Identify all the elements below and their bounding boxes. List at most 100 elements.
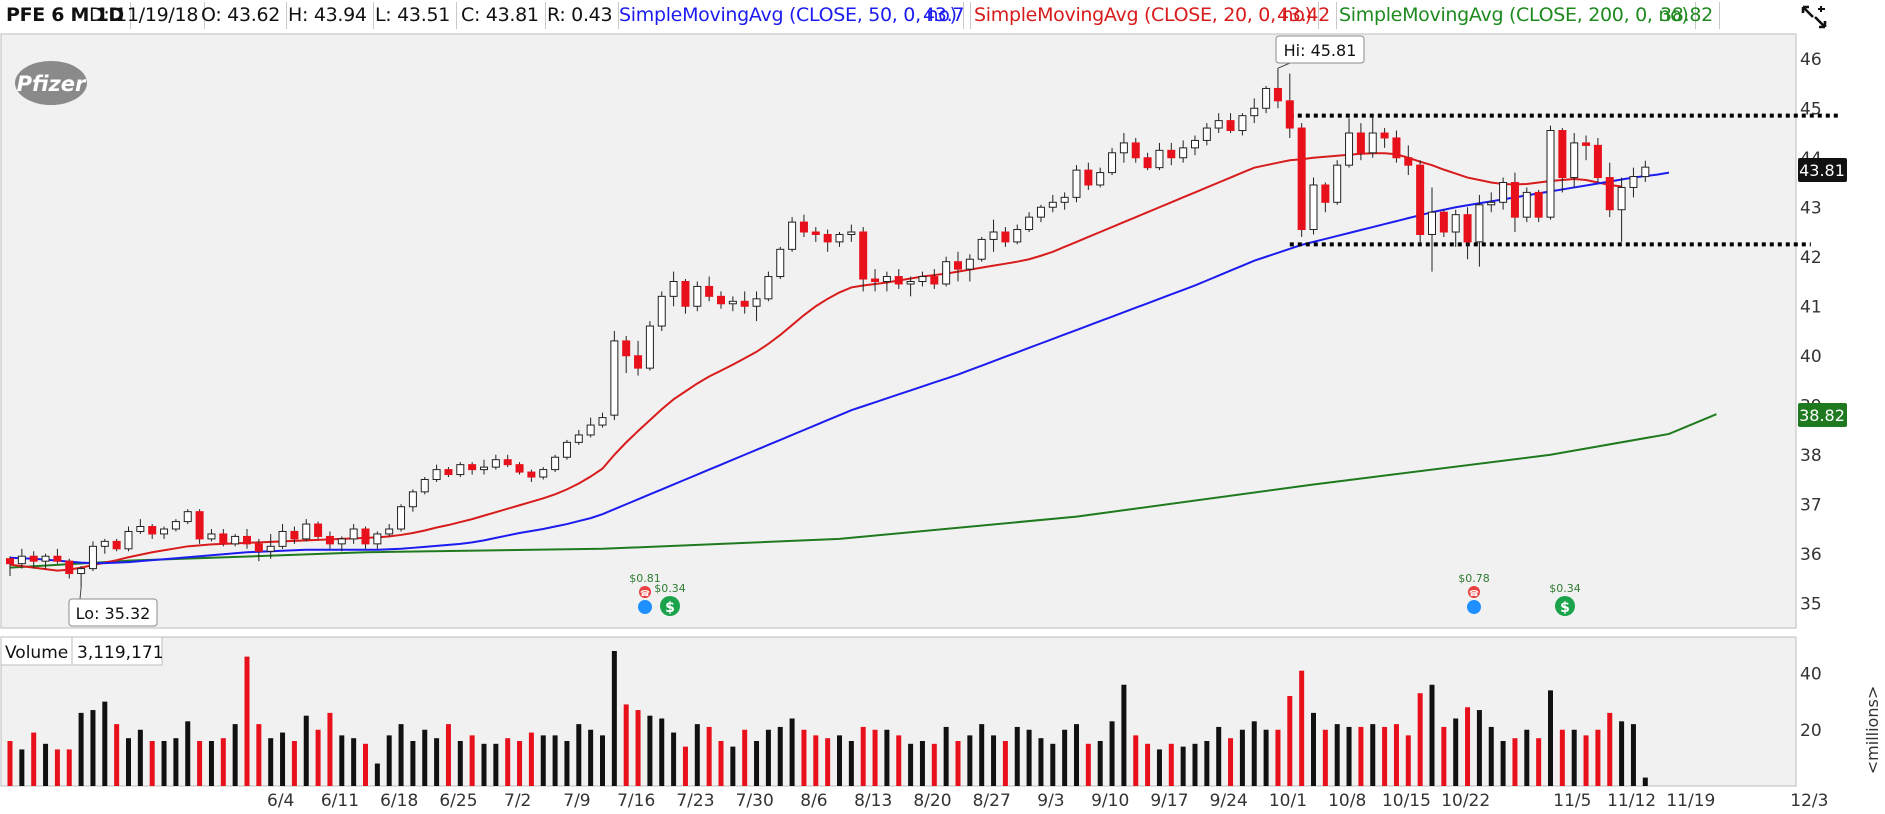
collapse-arrows-icon[interactable] — [1799, 3, 1829, 31]
candle-body — [266, 545, 275, 552]
volume-bar — [1322, 729, 1328, 786]
sma20-study-label[interactable]: SimpleMovingAvg (CLOSE, 20, 0, no) — [968, 2, 1319, 29]
volume-bar — [434, 738, 440, 786]
candle-body — [1392, 137, 1401, 159]
volume-bar — [1405, 735, 1411, 786]
date-tick-label: 8/6 — [800, 791, 827, 811]
candle-body — [444, 469, 453, 476]
volume-bar — [1062, 729, 1068, 786]
pfizer-logo: Pfizer — [15, 61, 87, 105]
candle-body — [29, 555, 38, 562]
volume-bar — [1441, 726, 1447, 786]
volume-bar — [1536, 738, 1542, 786]
candle-body — [1428, 211, 1436, 235]
volume-bar — [1559, 729, 1565, 786]
candle-body — [788, 221, 797, 250]
candle-body — [551, 456, 560, 471]
candle-body — [1404, 157, 1413, 166]
candle-body — [183, 511, 192, 523]
volume-bar — [315, 729, 321, 786]
sma50-study-label[interactable]: SimpleMovingAvg (CLOSE, 50, 0, no) — [613, 2, 964, 29]
price-tick-label: 38 — [1800, 446, 1822, 466]
info-bulb-icon — [1467, 600, 1481, 614]
candle-body — [1025, 216, 1034, 231]
volume-bar — [517, 741, 523, 786]
volume-bar — [1228, 738, 1234, 786]
volume-bar — [280, 732, 286, 786]
volume-bar — [1251, 721, 1257, 786]
candle-body — [1131, 142, 1140, 159]
volume-bar — [1085, 743, 1091, 786]
volume-bar — [860, 726, 866, 786]
volume-bar — [457, 741, 463, 786]
candle-body — [835, 233, 844, 243]
volume-bar — [256, 724, 262, 786]
volume-bar — [955, 741, 961, 786]
volume-bar — [623, 704, 629, 786]
volume-bar — [1334, 724, 1340, 786]
volume-bar — [1204, 741, 1210, 786]
candle-body — [1238, 115, 1247, 132]
earnings-glyph: ☎ — [640, 589, 650, 598]
candle-body — [1119, 142, 1128, 154]
candle-body — [871, 278, 880, 282]
volume-bar — [1583, 735, 1589, 786]
date-tick-label: 6/25 — [439, 791, 477, 811]
dividend-value-label: $0.78 — [1458, 572, 1490, 585]
volume-bar — [1156, 749, 1162, 786]
candle-body — [1309, 184, 1318, 231]
candle-body — [610, 340, 619, 416]
candle-body — [954, 261, 962, 270]
candle-body — [515, 464, 524, 473]
volume-bar — [742, 729, 748, 786]
volume-bar — [78, 712, 84, 786]
candle-body — [77, 568, 86, 575]
volume-bar — [600, 735, 605, 786]
volume-bar — [1121, 684, 1127, 786]
volume-bar — [528, 732, 534, 786]
candle-body — [1333, 164, 1342, 203]
volume-bar — [540, 735, 546, 786]
date-tick-label: 9/24 — [1210, 791, 1248, 811]
sma200-study-label[interactable]: SimpleMovingAvg (CLOSE, 200, 0, no) — [1333, 2, 1696, 29]
high-label: H: 43.94 — [282, 2, 374, 29]
volume-bar — [1002, 741, 1008, 786]
price-panel[interactable] — [0, 33, 1797, 629]
candle-body — [598, 417, 607, 426]
dividend-value-label: $0.81 — [629, 572, 661, 585]
date-tick-label: 11/5 — [1553, 791, 1591, 811]
volume-bar — [765, 729, 771, 786]
volume-bar — [991, 735, 997, 786]
candle-body — [776, 248, 785, 278]
candle-body — [574, 434, 583, 443]
candle-body — [942, 261, 951, 285]
earnings-icon — [1468, 586, 1480, 598]
candle-body — [302, 523, 311, 540]
volume-bar — [351, 738, 357, 786]
volume-units-label: <millions> — [1863, 686, 1882, 774]
volume-bar — [837, 735, 842, 786]
volume-title: Volume — [5, 643, 68, 663]
candle-body — [397, 506, 406, 530]
svg-text:43.81: 43.81 — [1799, 161, 1845, 180]
date-tick-label: 6/18 — [380, 791, 418, 811]
volume-bar — [659, 718, 665, 786]
candle-body — [219, 533, 228, 545]
candle-body — [693, 285, 702, 307]
volume-bar — [588, 729, 594, 786]
candle-body — [290, 530, 299, 540]
candle-body — [65, 560, 74, 575]
volume-bar — [185, 721, 191, 786]
candle-body — [1570, 142, 1579, 179]
volume-bar — [197, 741, 203, 786]
candle-body — [112, 540, 121, 550]
candle-body — [930, 276, 939, 285]
symbol-label[interactable]: PFE 6 M 1D — [0, 2, 131, 29]
candle-body — [1356, 132, 1365, 154]
date-tick-label: 9/3 — [1037, 791, 1064, 811]
volume-bar — [1287, 696, 1293, 786]
date-tick-label: 7/23 — [676, 791, 714, 811]
dividend-icon — [660, 596, 680, 616]
candle-body — [1084, 169, 1093, 186]
